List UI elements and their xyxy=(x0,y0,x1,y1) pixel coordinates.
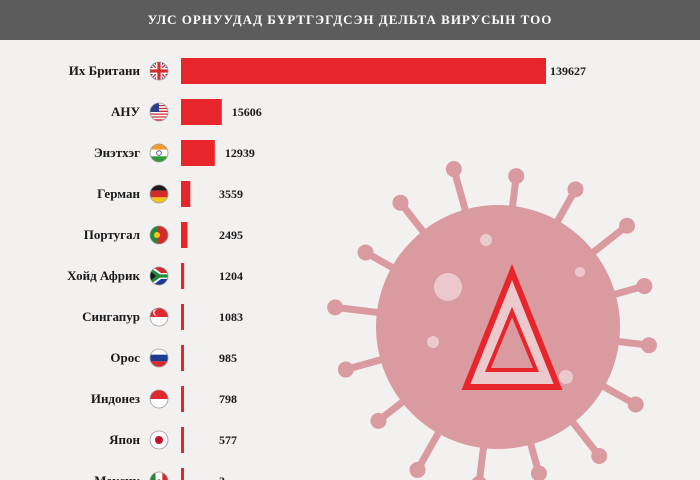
virus-spike-tip xyxy=(445,161,462,178)
bar xyxy=(181,181,191,207)
uk-flag-icon xyxy=(149,61,169,81)
category-label: Мексик xyxy=(94,473,140,480)
category-label: Хойд Африк xyxy=(67,268,140,283)
category-label: Их Британи xyxy=(69,63,141,78)
virus-spot xyxy=(434,273,462,301)
virus-spot xyxy=(559,370,573,384)
russia-flag-icon xyxy=(149,348,169,368)
value-label: 577 xyxy=(219,433,237,447)
japan-flag-icon xyxy=(149,430,169,450)
virus-spot xyxy=(427,336,439,348)
value-label: 1204 xyxy=(219,269,243,283)
value-label: 798 xyxy=(219,392,237,406)
bar xyxy=(181,222,188,248)
virus-spike-tip xyxy=(357,244,374,261)
value-label: 139627 xyxy=(550,64,586,78)
bar xyxy=(181,140,215,166)
bar xyxy=(181,99,222,125)
indonesia-flag-icon xyxy=(149,389,169,409)
virus-spot xyxy=(480,234,492,246)
virus-spike-tip xyxy=(337,361,354,378)
virus-spike-tip xyxy=(567,181,584,198)
virus-spike xyxy=(414,426,445,472)
mexico-flag-icon xyxy=(149,471,169,480)
bar xyxy=(181,468,184,480)
virus-spike-tip xyxy=(627,396,644,413)
bar xyxy=(181,386,184,412)
value-label: 3 xyxy=(219,474,225,480)
chart-title: УЛС ОРНУУДАД БҮРТГЭГДСЭН ДЕЛЬТА ВИРУСЫН … xyxy=(147,12,553,27)
delta-symbol-inner xyxy=(485,306,539,372)
virus-spike-tip xyxy=(472,475,487,480)
bar xyxy=(181,263,185,289)
value-label: 12939 xyxy=(225,146,255,160)
virus-illustration xyxy=(327,161,657,480)
category-label: Энэтхэг xyxy=(94,145,140,160)
india-flag-icon xyxy=(149,143,169,163)
virus-spike-tip xyxy=(591,448,608,465)
chart-title-bar: УЛС ОРНУУДАД БҮРТГЭГДСЭН ДЕЛЬТА ВИРУСЫН … xyxy=(0,0,700,40)
value-label: 15606 xyxy=(232,105,262,119)
virus-spike-tip xyxy=(640,337,657,354)
value-label: 3559 xyxy=(219,187,243,201)
virus-spike-tip xyxy=(619,217,636,234)
south-africa-flag-icon xyxy=(149,266,169,286)
us-flag-icon xyxy=(149,102,169,122)
virus-spike-tip xyxy=(508,168,525,185)
category-label: Сингапур xyxy=(82,309,140,324)
virus-spike-tip xyxy=(370,412,387,429)
bar xyxy=(181,304,184,330)
virus-spot xyxy=(575,267,585,277)
value-label: 985 xyxy=(219,351,237,365)
bar xyxy=(181,58,546,84)
category-label: Португал xyxy=(84,227,140,242)
virus-spike-tip xyxy=(530,465,547,480)
bar xyxy=(181,427,184,453)
bar-chart: Их Британи 139627 АНУ 15606 Энэтхэг 12939 Герм… xyxy=(67,58,586,480)
virus-spike-tip xyxy=(409,461,426,478)
singapore-flag-icon xyxy=(149,307,169,327)
bar xyxy=(181,345,184,371)
virus-spike-tip xyxy=(327,299,344,316)
virus-spike-tip xyxy=(392,194,409,211)
value-label: 2495 xyxy=(219,228,243,242)
virus-spike-tip xyxy=(636,278,653,295)
category-label: Орос xyxy=(110,350,140,365)
category-label: АНУ xyxy=(111,104,141,119)
category-label: Индонез xyxy=(91,391,140,406)
virus-spike xyxy=(334,303,384,317)
category-label: Япон xyxy=(109,432,140,447)
portugal-flag-icon xyxy=(149,225,169,245)
value-label: 1083 xyxy=(219,310,243,324)
category-label: Герман xyxy=(97,186,140,201)
virus-spike xyxy=(450,168,471,217)
germany-flag-icon xyxy=(149,184,169,204)
